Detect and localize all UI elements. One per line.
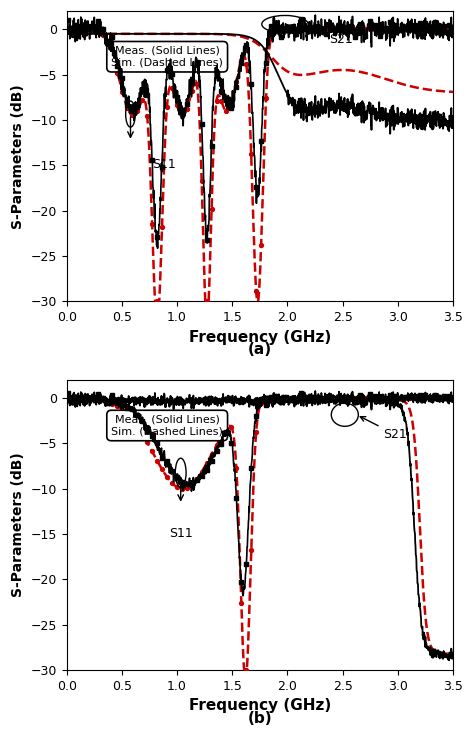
Text: Meas. (Solid Lines)
Sim. (Dashed Lines): Meas. (Solid Lines) Sim. (Dashed Lines) (111, 415, 223, 436)
Y-axis label: S-Parameters (dB): S-Parameters (dB) (11, 452, 25, 597)
Y-axis label: S-Parameters (dB): S-Parameters (dB) (11, 83, 25, 228)
Text: S11: S11 (169, 527, 192, 540)
Text: S21: S21 (289, 24, 353, 46)
X-axis label: Frequency (GHz): Frequency (GHz) (189, 698, 331, 713)
Text: Meas. (Solid Lines)
Sim. (Dashed Lines): Meas. (Solid Lines) Sim. (Dashed Lines) (111, 46, 223, 67)
Text: S21: S21 (360, 417, 407, 441)
Text: S11: S11 (152, 158, 175, 171)
Text: (a): (a) (248, 342, 272, 357)
Text: (b): (b) (247, 711, 272, 725)
X-axis label: Frequency (GHz): Frequency (GHz) (189, 329, 331, 345)
